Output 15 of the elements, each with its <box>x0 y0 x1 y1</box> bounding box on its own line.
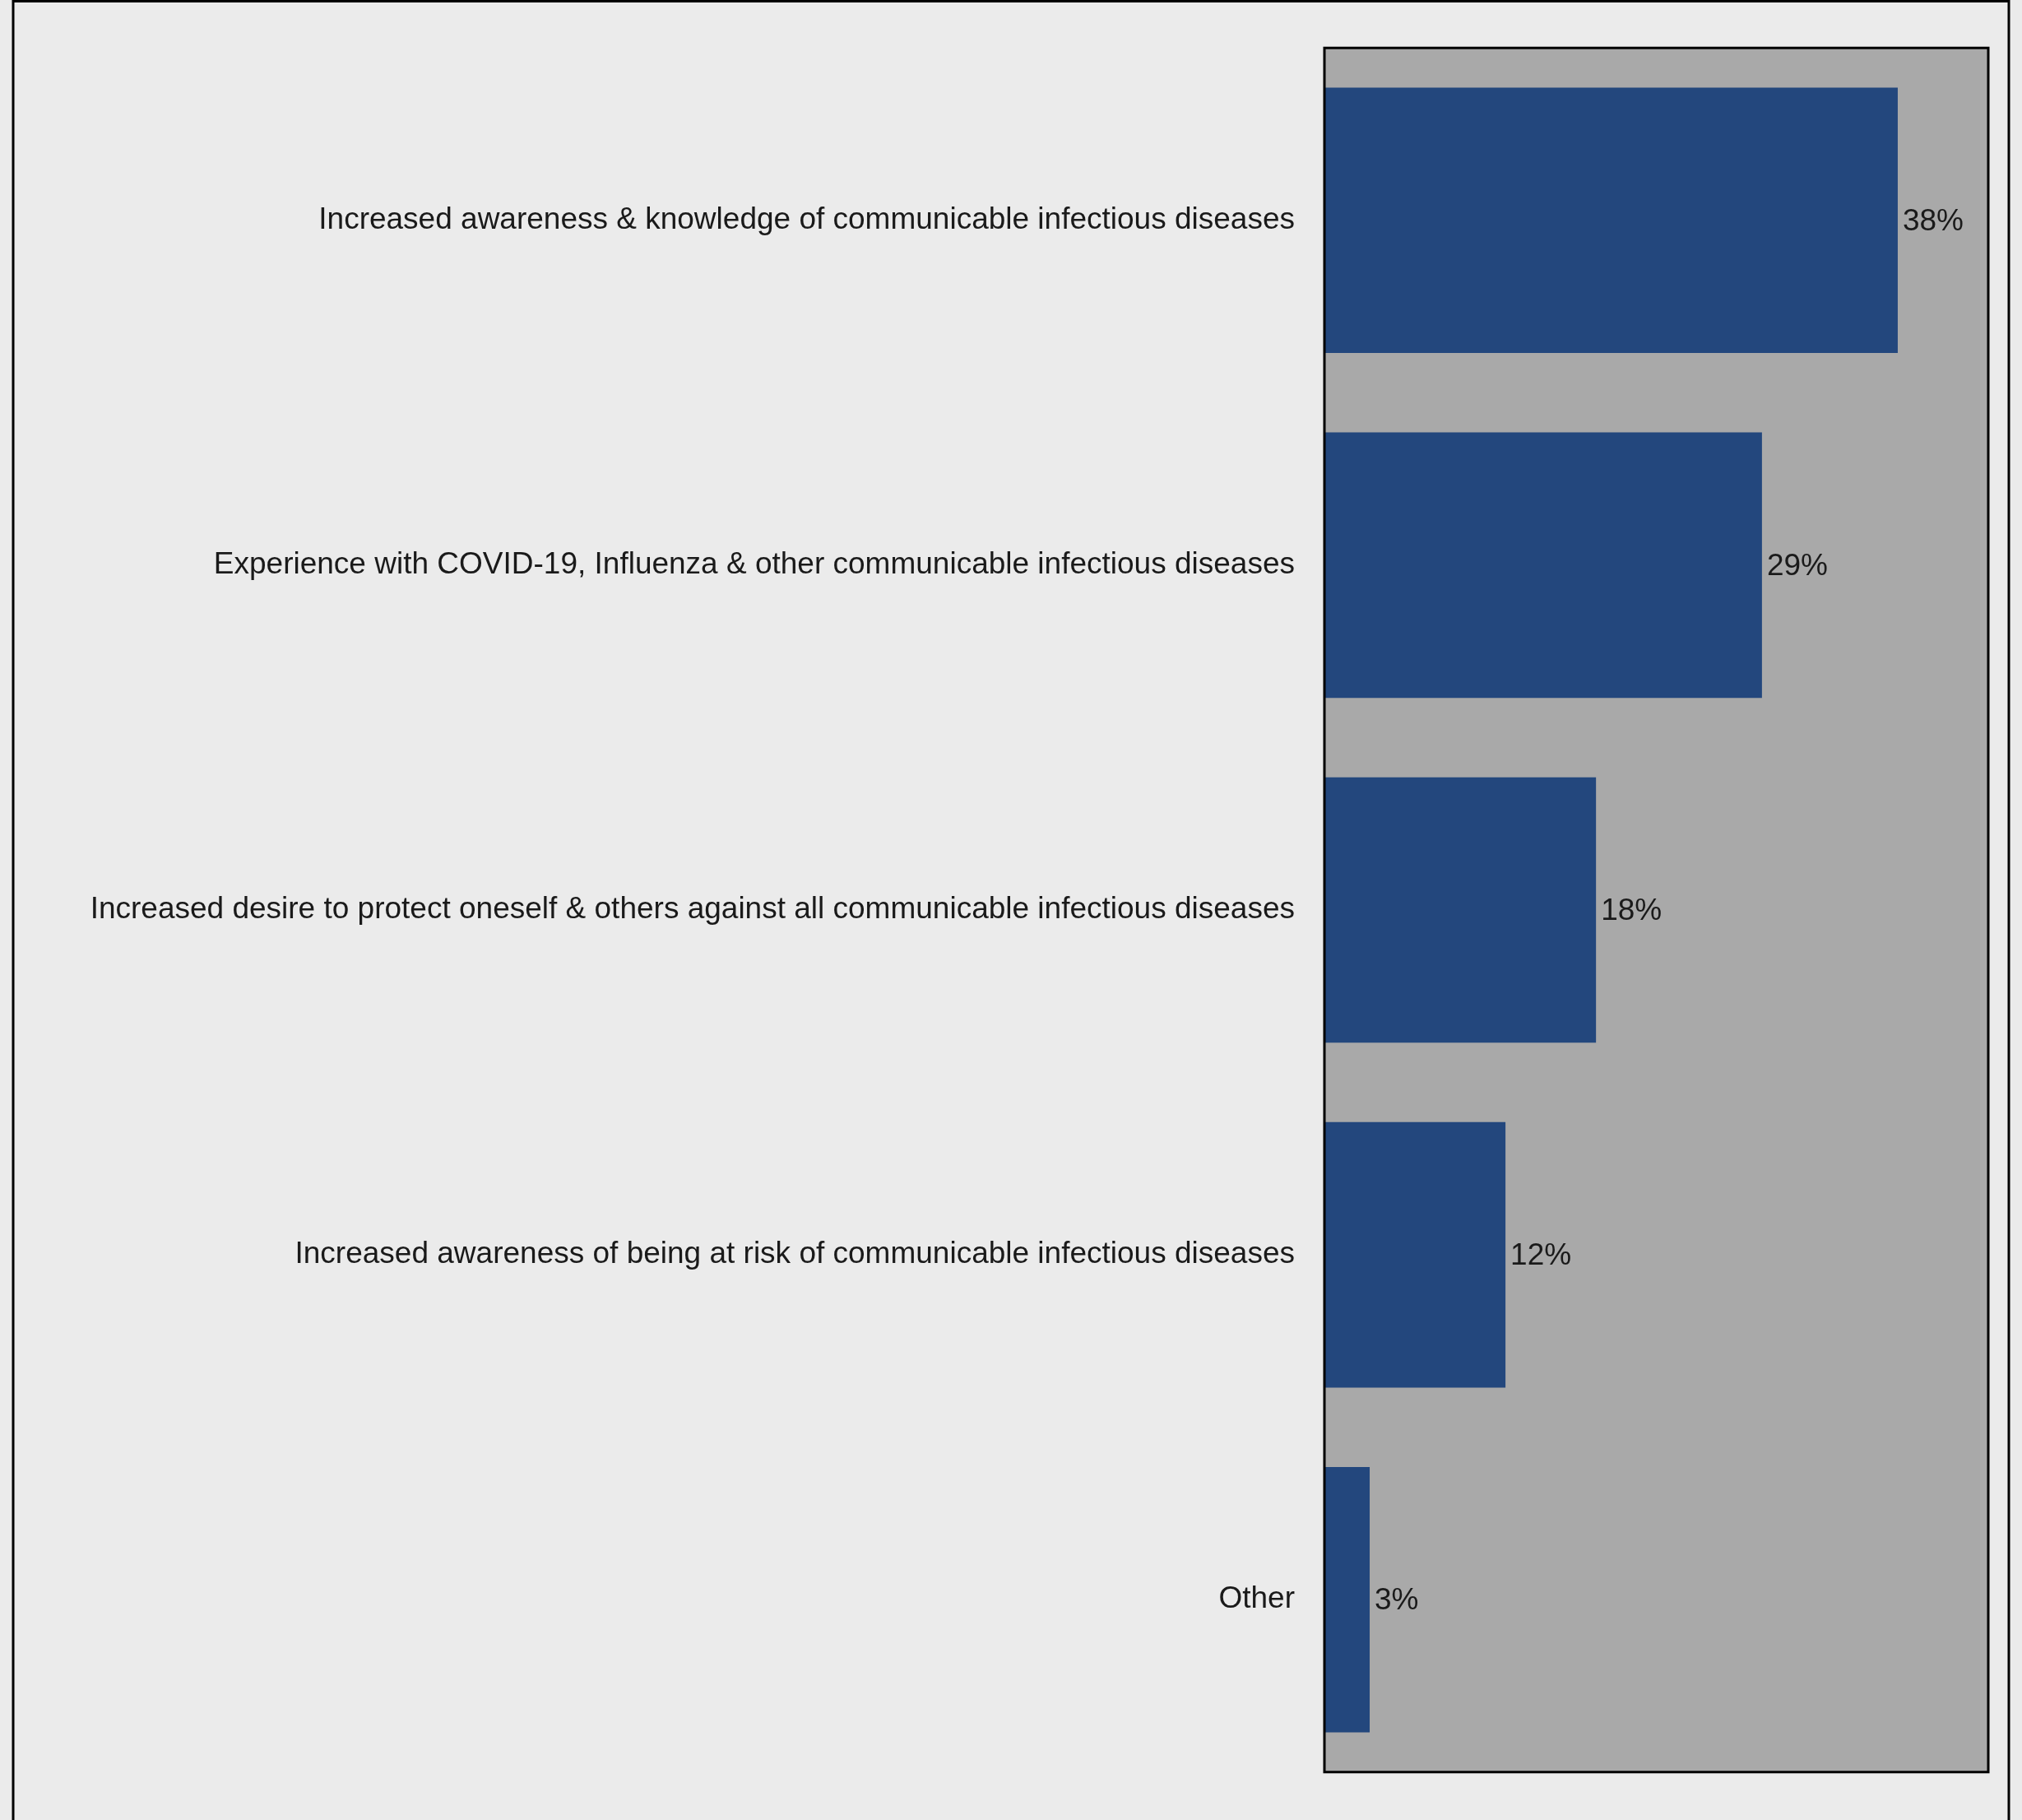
bar <box>1324 1466 1370 1733</box>
y-tick-label: Experience with COVID-19, Influenza & other communicable infectious diseases <box>213 546 1295 581</box>
bar <box>1324 1121 1506 1388</box>
data-label: 18% <box>1601 893 1663 927</box>
y-tick-label: Increased awareness & knowledge of communicable infectious diseases <box>318 201 1295 235</box>
data-label: 29% <box>1766 548 1828 583</box>
data-label: 3% <box>1375 1582 1419 1617</box>
data-label: 12% <box>1510 1237 1572 1272</box>
y-tick-label: Increased desire to protect oneself & others against all communicable infectious diseases <box>90 891 1295 926</box>
data-label: 38% <box>1902 202 1964 237</box>
y-tick-label: Other <box>1218 1581 1295 1615</box>
bar <box>1324 777 1597 1043</box>
bar <box>1324 432 1762 699</box>
bar <box>1324 87 1898 354</box>
y-tick-label: Increased awareness of being at risk of communicable infectious diseases <box>294 1236 1295 1270</box>
